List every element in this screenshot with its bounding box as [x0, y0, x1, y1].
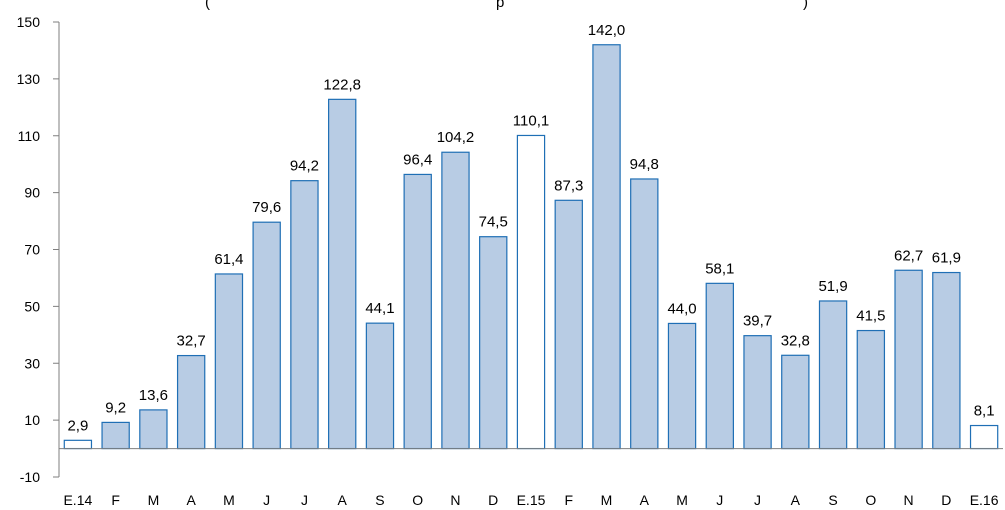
bar: [630, 178, 659, 450]
x-tick-label: S: [828, 492, 837, 508]
data-label: 96,4: [403, 151, 432, 168]
bar: [667, 322, 697, 450]
y-tick-label: 70: [24, 242, 40, 258]
x-tick-label: M: [223, 492, 235, 508]
x-tick-label: A: [186, 492, 196, 508]
data-label: 62,7: [894, 247, 923, 264]
data-label: 39,7: [743, 313, 772, 330]
data-label: 51,9: [818, 278, 847, 295]
x-tick-label: N: [450, 492, 460, 508]
x-tick-label: J: [301, 492, 308, 508]
bar: [969, 424, 999, 450]
x-tick-label: J: [716, 492, 723, 508]
bar: [441, 151, 470, 450]
bar: [63, 439, 93, 450]
data-label: 61,9: [932, 250, 961, 267]
x-tick-label: J: [263, 492, 270, 508]
bar: [403, 173, 432, 450]
data-label: 74,5: [479, 214, 508, 231]
data-label: 58,1: [705, 260, 734, 277]
bar: [554, 199, 583, 450]
bar: [214, 273, 244, 450]
bar: [176, 354, 206, 450]
title-fragment-mid: p: [496, 0, 504, 11]
x-tick-label: D: [488, 492, 498, 508]
bar: [894, 269, 923, 450]
y-tick-label: 150: [17, 14, 41, 30]
x-tick-label: E.16: [970, 492, 999, 508]
x-tick-label: A: [338, 492, 348, 508]
data-label: 9,2: [105, 399, 126, 416]
y-tick-label: -10: [20, 469, 40, 485]
data-label: 87,3: [554, 177, 583, 194]
y-tick-label: 30: [24, 355, 40, 371]
x-tick-label: D: [941, 492, 951, 508]
bar: [365, 322, 395, 450]
data-label: 94,2: [290, 158, 319, 175]
data-label: 32,7: [177, 333, 206, 350]
y-tick-label: 90: [24, 185, 40, 201]
x-tick-label: E.15: [517, 492, 546, 508]
data-label: 122,8: [323, 76, 361, 93]
bar: [856, 329, 886, 450]
data-label: 104,2: [437, 129, 475, 146]
y-tick-label: 50: [24, 298, 40, 314]
x-tick-label: M: [601, 492, 613, 508]
data-label: 2,9: [67, 417, 88, 434]
x-tick-label: M: [676, 492, 688, 508]
title-fragment-left: (: [205, 0, 210, 11]
x-tick-label: S: [375, 492, 384, 508]
data-label: 8,1: [974, 403, 995, 420]
y-tick-label: 10: [24, 412, 40, 428]
bar: [781, 354, 810, 450]
x-tick-label: N: [904, 492, 914, 508]
bar: [252, 221, 281, 450]
x-tick-label: O: [865, 492, 876, 508]
bar: [932, 271, 961, 450]
data-label: 142,0: [588, 22, 626, 39]
y-tick-label: 110: [18, 128, 41, 144]
bar: [479, 236, 508, 450]
x-tick-label: A: [640, 492, 650, 508]
bar: [101, 421, 130, 450]
x-tick-label: F: [564, 492, 573, 508]
bar: [516, 134, 546, 450]
y-axis: -10 10 30 50 70 90 110 130 150: [17, 14, 60, 485]
x-tick-label: E.14: [63, 492, 92, 508]
bar: [328, 98, 357, 450]
bar: [139, 409, 168, 450]
data-label: 94,8: [630, 156, 659, 173]
bar: [705, 282, 734, 450]
x-tick-label: A: [791, 492, 801, 508]
data-label: 44,1: [365, 300, 394, 317]
x-axis: E.14 F M A M J J A S O N D E.15 F M A M J J A S O N D E.16: [59, 448, 1003, 508]
data-label: 61,4: [214, 251, 243, 268]
data-label: 32,8: [781, 332, 810, 349]
y-tick-label: 130: [17, 71, 41, 87]
bar: [290, 180, 319, 450]
x-tick-label: F: [111, 492, 120, 508]
bar: [818, 300, 848, 450]
x-tick-label: J: [754, 492, 761, 508]
bar: [592, 44, 621, 450]
data-label: 79,6: [252, 199, 281, 216]
data-label: 13,6: [139, 387, 168, 404]
data-label: 110,1: [513, 112, 549, 129]
bar: [743, 335, 772, 450]
x-tick-label: O: [412, 492, 423, 508]
data-label: 41,5: [856, 308, 885, 325]
data-label: 44,0: [667, 300, 696, 317]
bars: 2,9 9,2 13,6 32,7 61,4 79,6 94,2 122,8 44,1 96,4 1…: [63, 22, 999, 450]
x-tick-label: M: [148, 492, 160, 508]
title-fragment-right: ): [803, 0, 808, 11]
